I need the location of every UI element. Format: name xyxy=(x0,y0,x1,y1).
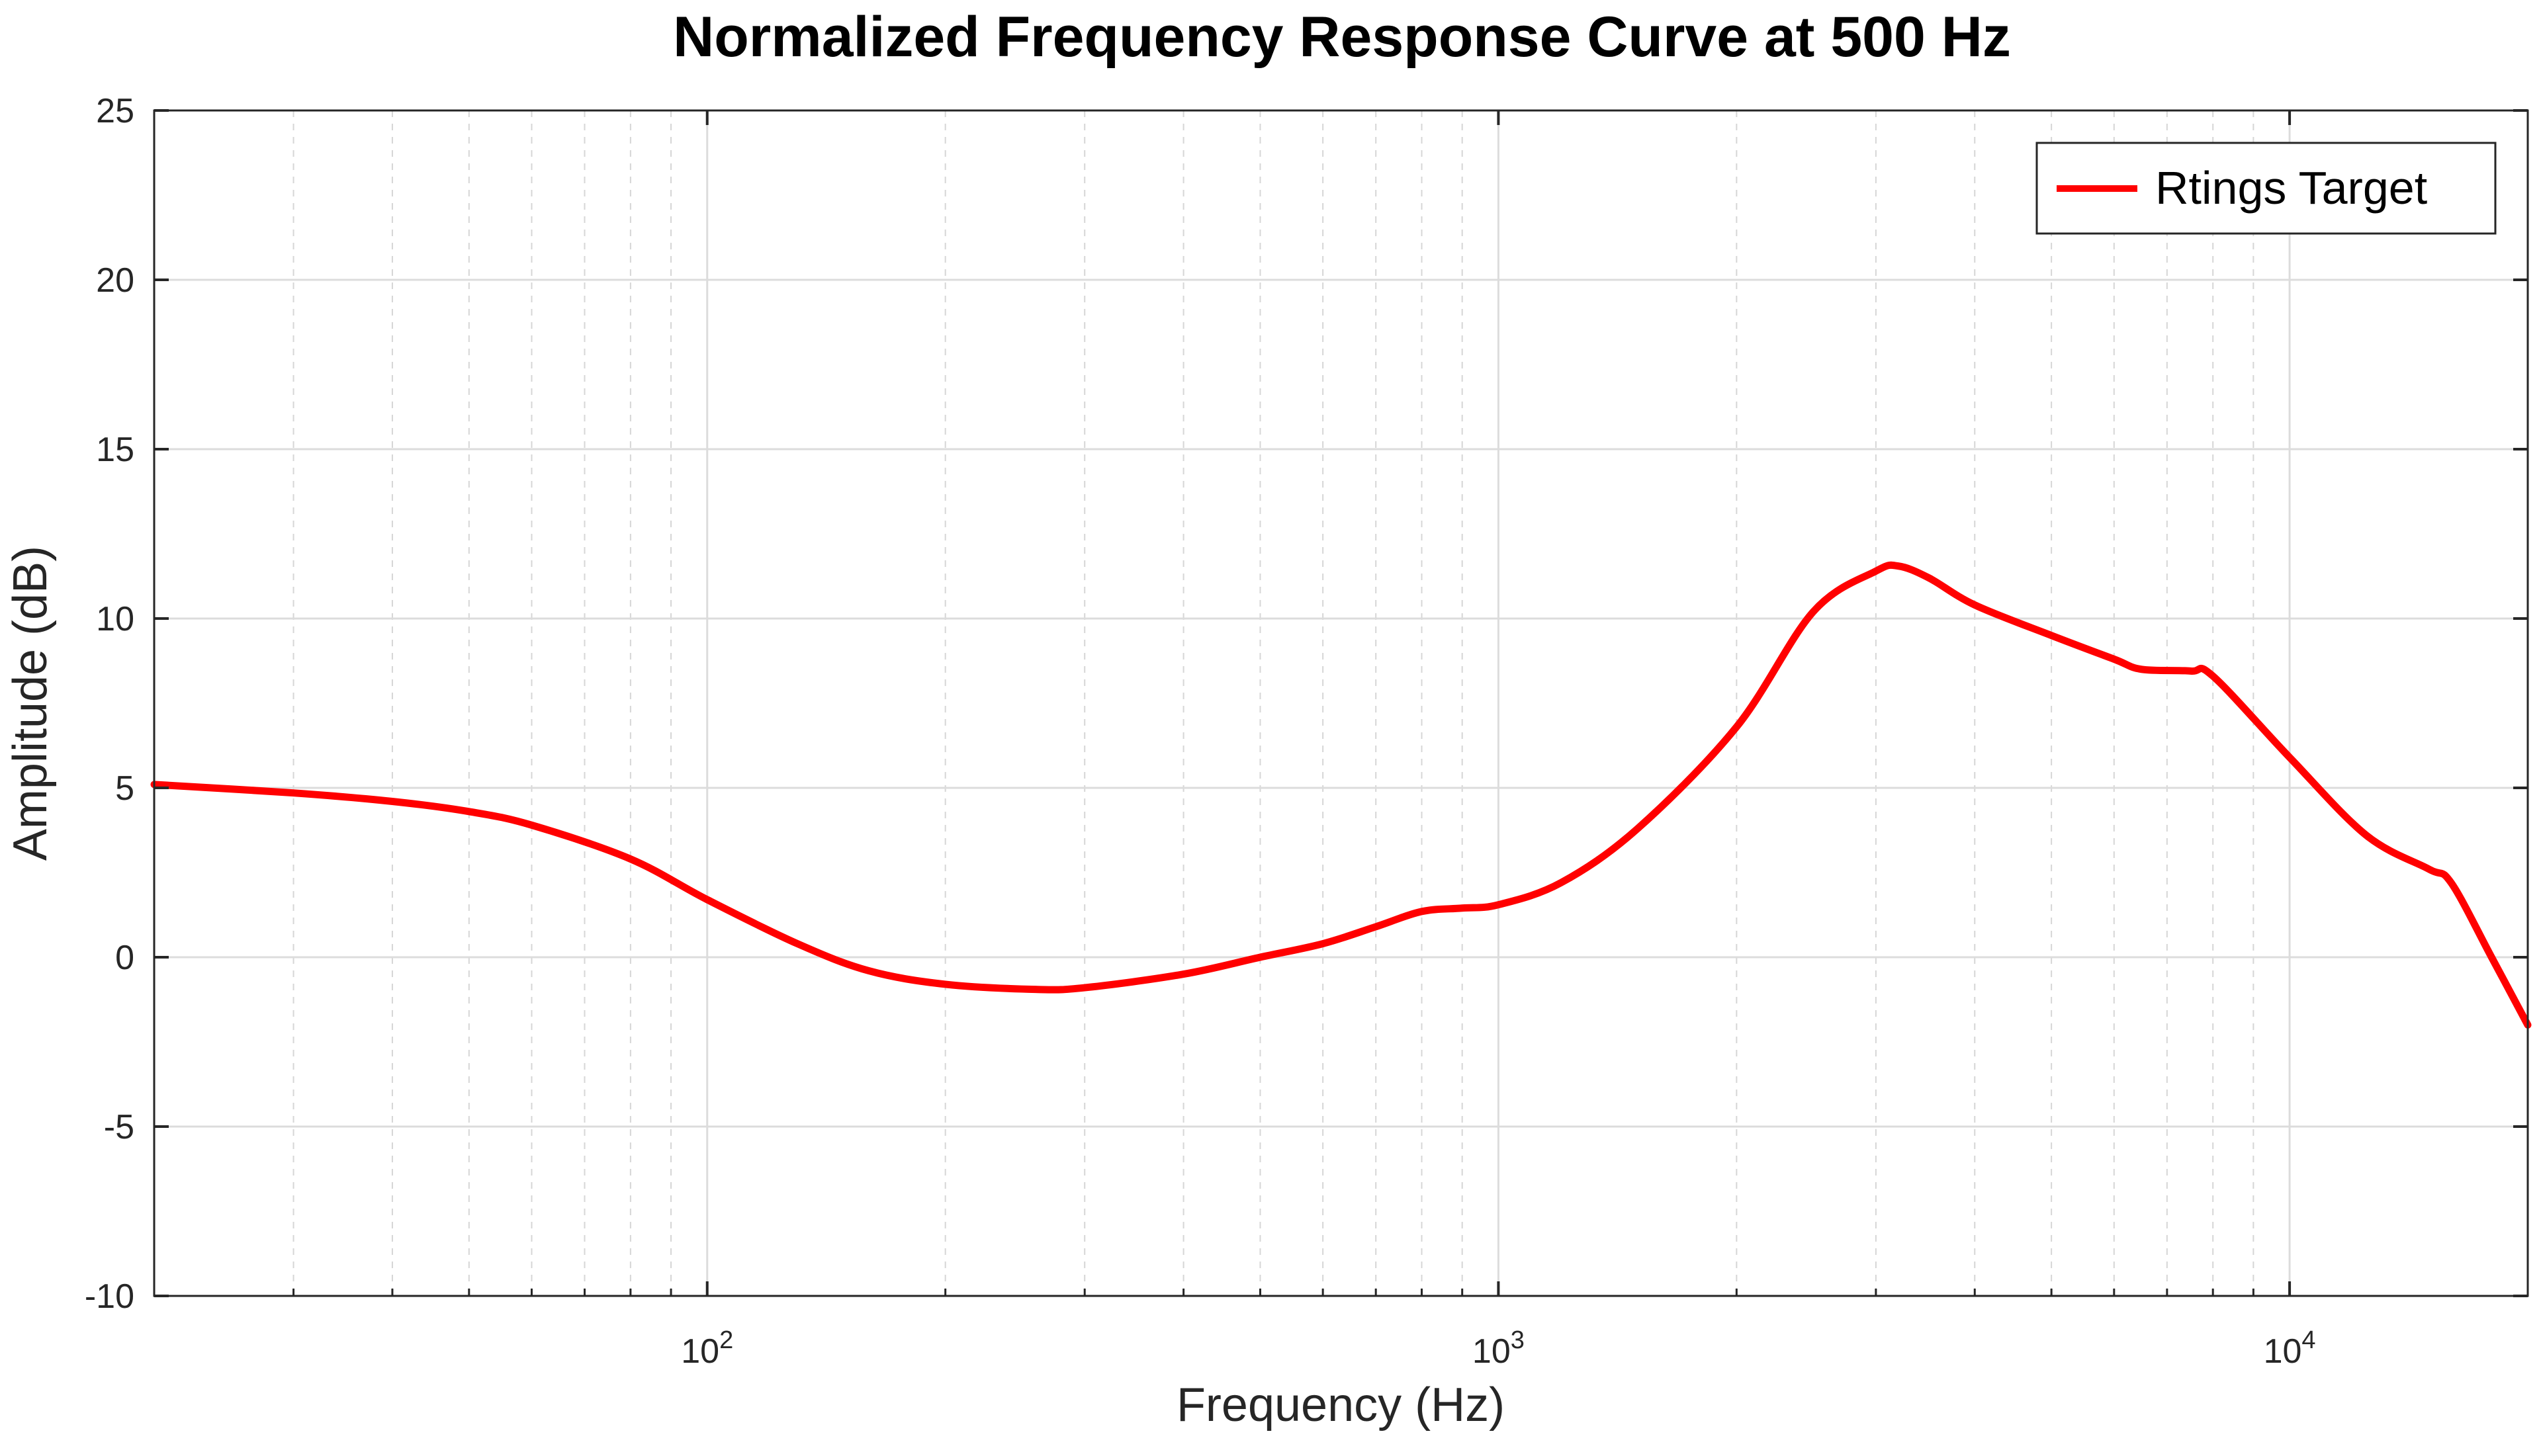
y-tick-label: 10 xyxy=(96,600,134,638)
x-tick-exponent: 2 xyxy=(719,1326,733,1354)
y-tick-label: 25 xyxy=(96,92,134,130)
x-tick-base: 10 xyxy=(1472,1332,1511,1371)
legend: Rtings Target xyxy=(2035,142,2497,235)
x-tick-base: 10 xyxy=(2264,1332,2302,1371)
x-axis-label: Frequency (Hz) xyxy=(1177,1379,1505,1432)
y-tick-label: 0 xyxy=(115,939,134,977)
y-tick-label: 20 xyxy=(96,261,134,300)
series-line-rtings-target xyxy=(150,561,2532,1029)
x-tick-exponent: 4 xyxy=(2301,1326,2315,1354)
grid xyxy=(154,110,2528,1296)
x-tick-label: 102 xyxy=(681,1326,733,1371)
y-axis-label: Amplitude (dB) xyxy=(4,546,57,861)
y-tick-label: -10 xyxy=(85,1277,134,1316)
y-tick-label: 15 xyxy=(96,431,134,469)
plot-frame xyxy=(153,109,2529,1297)
legend-label: Rtings Target xyxy=(2155,162,2427,214)
x-tick-exponent: 3 xyxy=(1511,1326,1525,1354)
x-tick-base: 10 xyxy=(681,1332,719,1371)
y-tick-label: -5 xyxy=(104,1108,134,1146)
plot-lines xyxy=(150,561,2532,1029)
x-tick-label: 103 xyxy=(1472,1326,1525,1371)
chart-title: Normalized Frequency Response Curve at 5… xyxy=(673,5,2011,69)
x-tick-label: 104 xyxy=(2264,1326,2316,1371)
y-tick-label: 5 xyxy=(115,769,134,808)
